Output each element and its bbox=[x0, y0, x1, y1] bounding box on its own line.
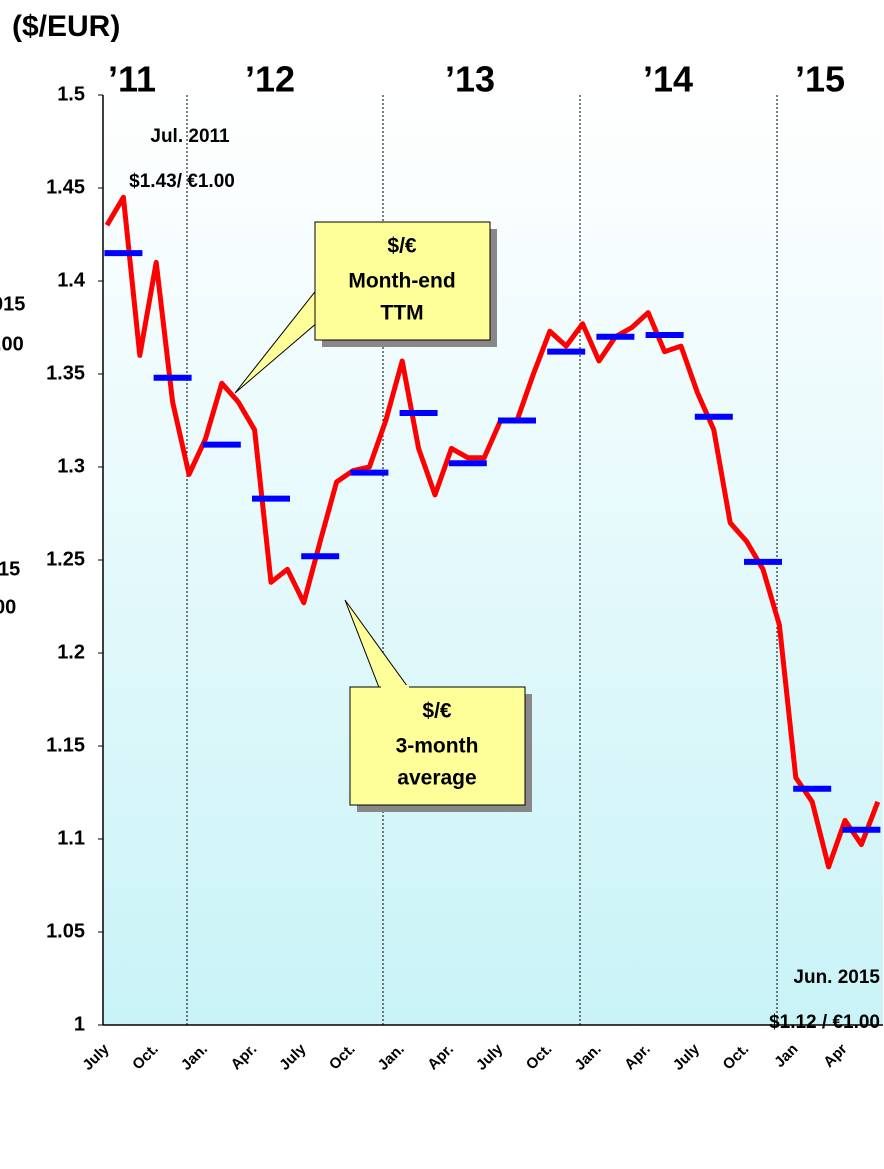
x-tick-label: July bbox=[276, 1040, 310, 1074]
year-label: ’14 bbox=[643, 59, 693, 100]
year-label: ’11 bbox=[108, 59, 156, 100]
x-tick-label: July bbox=[79, 1040, 113, 1074]
y-tick-label: 1.35 bbox=[46, 362, 85, 384]
fragment: 00 bbox=[0, 596, 16, 618]
y-tick-label: 1.1 bbox=[57, 827, 85, 849]
y-tick-label: 1.05 bbox=[46, 920, 85, 942]
y-tick-label: 1.15 bbox=[46, 734, 85, 756]
callout-text: average bbox=[397, 767, 476, 790]
y-tick-label: 1 bbox=[74, 1013, 85, 1035]
x-tick-label: Jan. bbox=[375, 1041, 408, 1074]
annotation: Jul. 2011 bbox=[150, 126, 230, 147]
x-tick-label: Apr. bbox=[228, 1041, 261, 1074]
annotation: $1.43/ €1.00 bbox=[129, 171, 235, 192]
callout-join bbox=[381, 685, 409, 689]
year-label: ’13 bbox=[445, 59, 495, 100]
x-tick-label: Jan. bbox=[178, 1041, 211, 1074]
line-series bbox=[104, 194, 881, 870]
annotation: Jun. 2015 bbox=[793, 967, 880, 988]
x-tick-label: July bbox=[473, 1040, 507, 1074]
x-tick-label: Oct. bbox=[129, 1041, 162, 1074]
y-tick-label: 1.3 bbox=[57, 455, 85, 477]
fragment: 15 bbox=[0, 558, 20, 580]
x-tick-label: Jan bbox=[771, 1041, 801, 1071]
year-label: ’12 bbox=[245, 59, 295, 100]
x-tick-label: Apr. bbox=[424, 1041, 457, 1074]
marks bbox=[104, 194, 881, 870]
callout-join bbox=[316, 289, 320, 321]
callout-text: $/€ bbox=[422, 700, 452, 723]
callout-text: TTM bbox=[380, 302, 423, 325]
y-tick-label: 1.25 bbox=[46, 548, 85, 570]
callout-text: 3-month bbox=[396, 735, 479, 758]
year-label: ’15 bbox=[795, 59, 845, 100]
callout: $/€ Month-end TTM bbox=[234, 221, 497, 394]
fragment: 015 bbox=[0, 293, 25, 315]
fragment: .00 bbox=[0, 333, 24, 355]
x-tick-label: July bbox=[670, 1040, 704, 1074]
y-tick-label: 1.45 bbox=[46, 176, 85, 198]
y-tick-label: 1.5 bbox=[57, 83, 85, 105]
callout: $/€ 3-month average bbox=[344, 599, 532, 812]
x-tick-label: Oct. bbox=[523, 1041, 556, 1074]
y-tick-label: 1.2 bbox=[57, 641, 85, 663]
callout-text: Month-end bbox=[348, 270, 455, 293]
x-tick-label: Oct. bbox=[326, 1041, 359, 1074]
x-tick-label: Oct. bbox=[720, 1041, 753, 1074]
callout-box bbox=[349, 686, 526, 806]
callout-box bbox=[314, 221, 491, 341]
x-tick-label: Apr bbox=[820, 1041, 850, 1071]
x-tick-label: Apr. bbox=[621, 1041, 654, 1074]
x-tick-label: Jan. bbox=[571, 1041, 604, 1074]
annotation: $1.12 / €1.00 bbox=[769, 1012, 880, 1033]
chart-title: ($/EUR) bbox=[12, 10, 120, 43]
y-tick-label: 1.4 bbox=[57, 269, 86, 291]
callout-text: $/€ bbox=[387, 235, 417, 258]
